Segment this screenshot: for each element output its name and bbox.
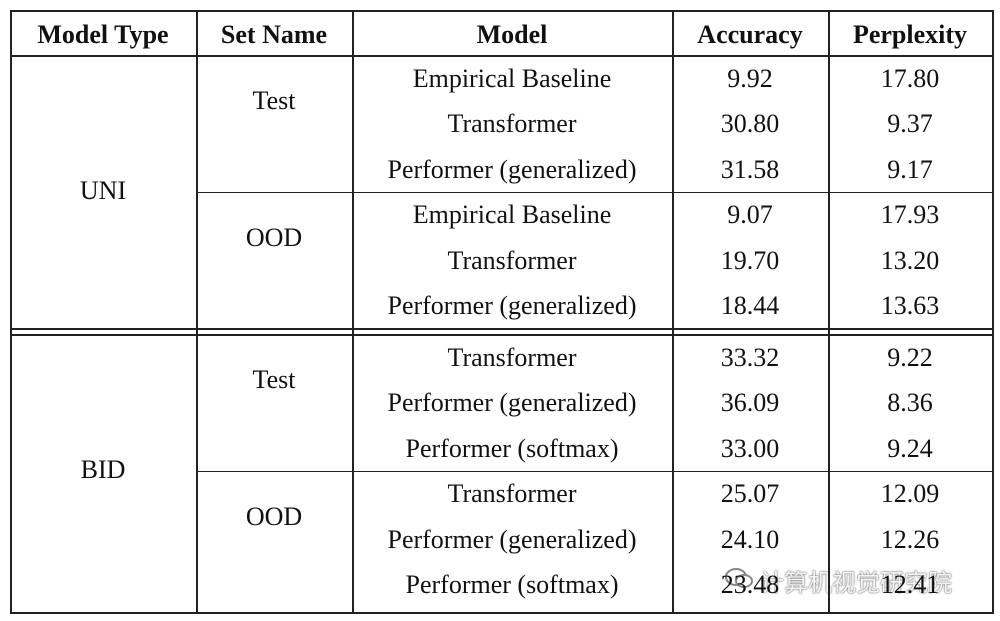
metric-cell: 19.70 xyxy=(720,245,780,275)
model-cell: Transformer xyxy=(447,245,577,275)
rule xyxy=(10,55,992,57)
wechat-icon xyxy=(725,568,753,588)
rule xyxy=(196,470,992,472)
rule xyxy=(828,10,830,614)
header-cell: Set Name xyxy=(220,19,328,49)
rule xyxy=(10,10,992,12)
metric-cell: 31.58 xyxy=(720,154,780,184)
metric-cell: 33.32 xyxy=(720,342,780,372)
model-cell: Empirical Baseline xyxy=(412,200,612,230)
header-cell: Accuracy xyxy=(697,19,803,49)
model-cell: Transformer xyxy=(447,342,577,372)
rule xyxy=(10,612,992,614)
metric-cell: 9.07 xyxy=(727,200,773,230)
metric-cell: 24.10 xyxy=(720,524,780,554)
model-cell: Empirical Baseline xyxy=(412,63,612,93)
model-type-cell: BID xyxy=(80,454,126,484)
model-cell: Performer (generalized) xyxy=(387,388,637,418)
metric-cell: 12.09 xyxy=(880,479,940,509)
metric-cell: 9.22 xyxy=(887,342,933,372)
metric-cell: 13.20 xyxy=(880,245,940,275)
model-cell: Transformer xyxy=(447,109,577,139)
rule xyxy=(10,328,992,330)
metric-cell: 8.36 xyxy=(887,388,933,418)
model-type-cell: UNI xyxy=(79,175,127,205)
rule xyxy=(352,10,354,614)
header-cell: Perplexity xyxy=(852,19,968,49)
rule xyxy=(10,334,992,336)
rule xyxy=(10,10,12,614)
metric-cell: 17.93 xyxy=(880,200,940,230)
rule xyxy=(196,191,992,193)
metric-cell: 12.41 xyxy=(880,570,940,600)
rule xyxy=(672,10,674,614)
rule xyxy=(196,10,198,614)
metric-cell: 12.26 xyxy=(880,524,940,554)
metric-cell: 36.09 xyxy=(720,388,780,418)
watermark: 计算机视觉研究院 xyxy=(760,569,952,597)
metric-cell: 30.80 xyxy=(720,109,780,139)
metric-cell: 23.48 xyxy=(720,570,780,600)
set-name-cell: Test xyxy=(252,86,296,116)
metric-cell: 33.00 xyxy=(720,433,780,463)
metric-cell: 13.63 xyxy=(880,291,940,321)
metric-cell: 9.24 xyxy=(887,433,933,463)
set-name-cell: OOD xyxy=(245,501,303,531)
model-cell: Performer (generalized) xyxy=(387,154,637,184)
set-name-cell: OOD xyxy=(245,222,303,252)
header-cell: Model Type xyxy=(37,19,169,49)
metric-cell: 9.92 xyxy=(727,63,773,93)
header-cell: Model xyxy=(476,19,548,49)
model-cell: Transformer xyxy=(447,479,577,509)
model-cell: Performer (softmax) xyxy=(405,570,619,600)
model-cell: Performer (generalized) xyxy=(387,524,637,554)
model-cell: Performer (softmax) xyxy=(405,433,619,463)
metric-cell: 17.80 xyxy=(880,63,940,93)
rule xyxy=(992,10,994,614)
metric-cell: 9.37 xyxy=(887,109,933,139)
set-name-cell: Test xyxy=(252,365,296,395)
metric-cell: 18.44 xyxy=(720,291,780,321)
metric-cell: 25.07 xyxy=(720,479,780,509)
metric-cell: 9.17 xyxy=(887,154,933,184)
model-cell: Performer (generalized) xyxy=(387,291,637,321)
